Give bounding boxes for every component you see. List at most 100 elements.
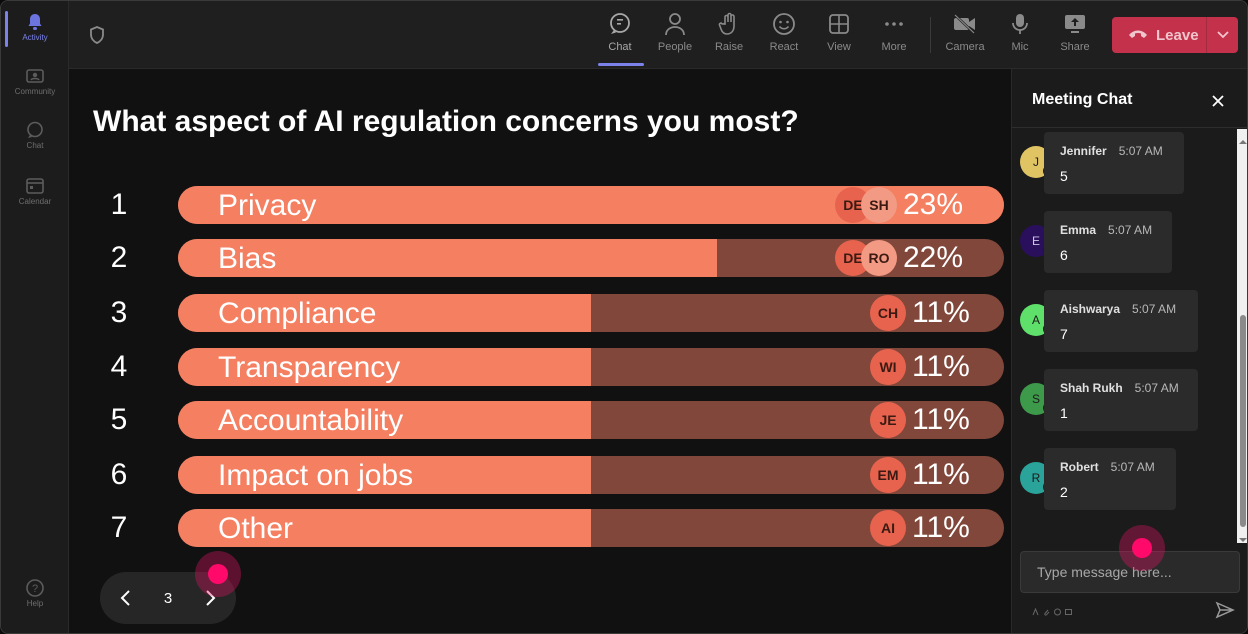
help-icon: ? bbox=[25, 579, 45, 597]
meeting-chat-panel: Meeting Chat J Jennifer 5:07 AM 5 E Emma 5:07 … bbox=[1011, 69, 1247, 633]
chevron-down-icon bbox=[1216, 26, 1230, 44]
rail-item-label: Community bbox=[14, 87, 56, 96]
chat-message: R Robert 5:07 AM 2 bbox=[1020, 448, 1240, 512]
poll-stage: What aspect of AI regulation concerns yo… bbox=[69, 69, 1011, 633]
message-text: 1 bbox=[1060, 405, 1068, 421]
active-tab-indicator bbox=[598, 63, 644, 66]
option-bar-track bbox=[178, 294, 1004, 332]
meeting-toolbar: Chat People Raise React View bbox=[69, 1, 1247, 69]
raise-hand-button[interactable]: Raise bbox=[705, 11, 753, 53]
option-rank: 5 bbox=[110, 403, 128, 436]
message-text: 7 bbox=[1060, 326, 1068, 342]
chat-message: S Shah Rukh 5:07 AM 1 bbox=[1020, 369, 1240, 433]
option-bar-track bbox=[178, 348, 1004, 386]
svg-text:?: ? bbox=[32, 583, 38, 595]
option-bar-track bbox=[178, 401, 1004, 439]
option-label: Accountability bbox=[218, 404, 404, 437]
leave-button[interactable]: Leave bbox=[1112, 17, 1238, 53]
leave-main[interactable]: Leave bbox=[1112, 27, 1206, 44]
view-button[interactable]: View bbox=[815, 11, 863, 53]
close-chat-button[interactable] bbox=[1208, 91, 1228, 111]
poll-option-row: 4 Transparency 11% WI bbox=[69, 348, 1011, 386]
grid-view-icon bbox=[826, 11, 852, 37]
scroll-up-icon[interactable] bbox=[1239, 133, 1247, 144]
option-bar-fill bbox=[178, 456, 591, 494]
chat-button[interactable]: Chat bbox=[596, 11, 644, 53]
option-label: Transparency bbox=[218, 351, 401, 384]
option-bar-fill bbox=[178, 401, 591, 439]
rail-item-help[interactable]: ? Help bbox=[1, 579, 69, 608]
more-dots-icon bbox=[881, 11, 907, 37]
rail-item-activity[interactable]: Activity bbox=[1, 13, 69, 42]
more-button[interactable]: More bbox=[870, 11, 918, 53]
voter-avatar: JE bbox=[870, 402, 906, 438]
poll-option-row: 6 Impact on jobs 11% EM bbox=[69, 456, 1011, 494]
pointer-indicator bbox=[1119, 525, 1165, 571]
option-percent: 23% bbox=[903, 188, 964, 221]
phone-hangup-icon bbox=[1128, 27, 1148, 44]
mic-button-label: Mic bbox=[1011, 41, 1029, 53]
option-bar-fill bbox=[178, 294, 591, 332]
next-page-button[interactable] bbox=[198, 586, 222, 610]
format-icon[interactable] bbox=[1032, 603, 1039, 616]
rail-item-label: Activity bbox=[22, 33, 48, 42]
leave-options-dropdown[interactable] bbox=[1207, 26, 1238, 44]
rail-item-calendar[interactable]: Calendar bbox=[1, 177, 69, 206]
mic-button[interactable]: Mic bbox=[996, 11, 1044, 53]
message-time: 5:07 AM bbox=[1108, 223, 1153, 237]
view-button-label: View bbox=[827, 41, 851, 53]
send-message-button[interactable] bbox=[1214, 599, 1236, 621]
rail-item-label: Calendar bbox=[18, 197, 52, 206]
poll-option-row: 2 Bias 22% DE RO bbox=[69, 239, 1011, 277]
leave-label: Leave bbox=[1156, 26, 1199, 44]
voter-avatar: CH bbox=[870, 295, 906, 331]
bell-icon bbox=[25, 13, 45, 31]
leave-divider bbox=[1206, 17, 1207, 53]
sender-name: Jennifer bbox=[1060, 144, 1107, 158]
option-bar-fill bbox=[178, 239, 718, 277]
option-bar-fill bbox=[178, 348, 591, 386]
share-button[interactable]: Share bbox=[1051, 11, 1099, 53]
poll-option-row: 7 Other 11% AI bbox=[69, 509, 1011, 547]
react-button-label: React bbox=[769, 41, 799, 53]
message-text: 6 bbox=[1060, 247, 1068, 263]
camera-off-icon bbox=[952, 11, 978, 37]
option-rank: 2 bbox=[110, 241, 128, 274]
people-button-label: People bbox=[657, 41, 693, 53]
react-button[interactable]: React bbox=[760, 11, 808, 53]
emoji-icon[interactable] bbox=[1054, 603, 1061, 616]
option-label: Bias bbox=[218, 242, 277, 275]
message-time: 5:07 AM bbox=[1134, 381, 1179, 395]
option-rank: 4 bbox=[110, 350, 128, 383]
rail-item-label: Help bbox=[26, 599, 44, 608]
gif-icon[interactable] bbox=[1065, 603, 1072, 615]
shield-icon[interactable] bbox=[87, 25, 107, 45]
message-bubble: Shah Rukh 5:07 AM 1 bbox=[1044, 369, 1198, 431]
scroll-down-icon[interactable] bbox=[1239, 531, 1247, 542]
poll-option-row: 1 Privacy 23% DE SH bbox=[69, 186, 1011, 224]
format-toolbar bbox=[1032, 603, 1072, 616]
message-text: 2 bbox=[1060, 484, 1068, 500]
message-bubble: Robert 5:07 AM 2 bbox=[1044, 448, 1176, 510]
people-button[interactable]: People bbox=[651, 11, 699, 53]
chat-message: J Jennifer 5:07 AM 5 bbox=[1020, 132, 1240, 196]
chat-scrollbar-thumb[interactable] bbox=[1240, 315, 1246, 527]
attach-icon[interactable] bbox=[1043, 603, 1050, 616]
chat-icon bbox=[25, 121, 45, 139]
option-percent: 11% bbox=[912, 458, 970, 491]
chat-message: A Aishwarya 5:07 AM 7 bbox=[1020, 290, 1240, 354]
chat-message-input[interactable] bbox=[1037, 564, 1223, 580]
sender-name: Emma bbox=[1060, 223, 1097, 237]
rail-item-community[interactable]: Community bbox=[1, 67, 69, 96]
chat-message-input-box[interactable] bbox=[1020, 551, 1240, 593]
option-bar-track bbox=[178, 456, 1004, 494]
rail-item-chat[interactable]: Chat bbox=[1, 121, 69, 150]
option-percent: 11% bbox=[912, 296, 970, 329]
previous-page-button[interactable] bbox=[114, 586, 138, 610]
option-percent: 11% bbox=[912, 403, 970, 436]
hand-icon bbox=[716, 11, 742, 37]
camera-button[interactable]: Camera bbox=[941, 11, 989, 53]
voter-avatar: WI bbox=[870, 349, 906, 385]
option-bar-track bbox=[178, 509, 1004, 547]
